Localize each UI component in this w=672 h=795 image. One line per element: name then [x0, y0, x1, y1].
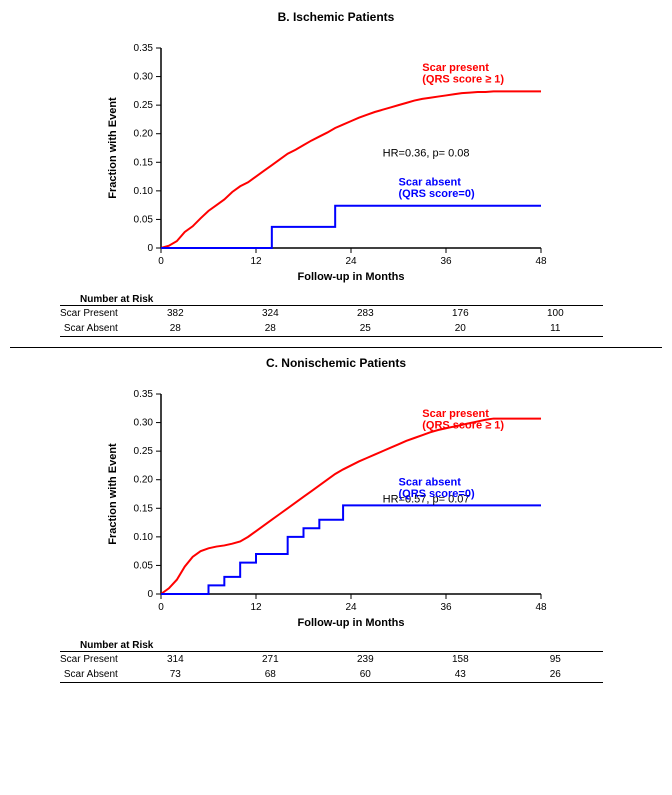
- svg-text:0.30: 0.30: [134, 72, 154, 83]
- panel-b-title: B. Ischemic Patients: [10, 10, 662, 24]
- svg-text:36: 36: [440, 602, 452, 613]
- svg-text:Scar absent: Scar absent: [399, 177, 462, 189]
- svg-text:0.10: 0.10: [134, 532, 154, 543]
- svg-text:0.05: 0.05: [134, 214, 154, 225]
- svg-text:0: 0: [158, 602, 164, 613]
- svg-text:0.15: 0.15: [134, 157, 154, 168]
- svg-text:0.10: 0.10: [134, 186, 154, 197]
- svg-text:0.35: 0.35: [134, 389, 154, 400]
- svg-text:Scar present: Scar present: [422, 408, 489, 420]
- svg-text:0: 0: [147, 589, 153, 600]
- svg-text:Scar present: Scar present: [422, 62, 489, 74]
- panel-c-risk-caption: Number at Risk: [80, 640, 662, 651]
- svg-text:0.05: 0.05: [134, 560, 154, 571]
- svg-text:36: 36: [440, 256, 452, 267]
- svg-text:Follow-up in Months: Follow-up in Months: [298, 271, 405, 283]
- svg-text:0: 0: [158, 256, 164, 267]
- svg-text:0.25: 0.25: [134, 100, 154, 111]
- svg-text:(QRS score=0): (QRS score=0): [399, 488, 475, 500]
- svg-text:0.15: 0.15: [134, 503, 154, 514]
- panel-c-risk-table: Scar Present31427123915895Scar Absent736…: [60, 651, 603, 683]
- panel-b-chart-wrap: 0 0.05 0.10 0.15 0.20 0.25 0.30 0.35 0 12 24 36 48 Fo…: [10, 28, 662, 288]
- panel-b-chart: 0 0.05 0.10 0.15 0.20 0.25 0.30 0.35 0 12 24 36 48 Fo…: [96, 28, 576, 288]
- panel-b-risk-table: Scar Present382324283176100Scar Absent28…: [60, 305, 603, 337]
- panel-b: B. Ischemic Patients 0 0.05 0.10 0.15 0.20 0.…: [10, 10, 662, 337]
- svg-text:(QRS score ≥ 1): (QRS score ≥ 1): [422, 73, 504, 85]
- panel-c-title: C. Nonischemic Patients: [10, 356, 662, 370]
- svg-text:0.35: 0.35: [134, 43, 154, 54]
- panel-divider: [10, 347, 662, 348]
- svg-text:48: 48: [535, 602, 547, 613]
- panel-c: C. Nonischemic Patients 0 0.05 0.10 0.15 0.2…: [10, 356, 662, 683]
- panel-c-chart-wrap: 0 0.05 0.10 0.15 0.20 0.25 0.30 0.35 0 12 24 36 48 Fo…: [10, 374, 662, 634]
- svg-text:12: 12: [250, 602, 262, 613]
- svg-text:24: 24: [345, 602, 357, 613]
- svg-text:(QRS score ≥ 1): (QRS score ≥ 1): [422, 419, 504, 431]
- svg-text:12: 12: [250, 256, 262, 267]
- panel-b-risk-caption: Number at Risk: [80, 294, 662, 305]
- svg-text:HR=0.36, p= 0.08: HR=0.36, p= 0.08: [383, 148, 470, 160]
- svg-text:0: 0: [147, 243, 153, 254]
- panel-c-chart: 0 0.05 0.10 0.15 0.20 0.25 0.30 0.35 0 12 24 36 48 Fo…: [96, 374, 576, 634]
- svg-text:Scar absent: Scar absent: [399, 476, 462, 488]
- svg-text:48: 48: [535, 256, 547, 267]
- svg-text:24: 24: [345, 256, 357, 267]
- svg-text:(QRS score=0): (QRS score=0): [399, 188, 475, 200]
- svg-text:Follow-up in Months: Follow-up in Months: [298, 617, 405, 629]
- svg-text:Fraction with Event: Fraction with Event: [107, 97, 119, 199]
- svg-text:0.20: 0.20: [134, 129, 154, 140]
- svg-text:0.25: 0.25: [134, 446, 154, 457]
- svg-text:Fraction with Event: Fraction with Event: [107, 443, 119, 545]
- svg-text:0.20: 0.20: [134, 475, 154, 486]
- svg-text:0.30: 0.30: [134, 418, 154, 429]
